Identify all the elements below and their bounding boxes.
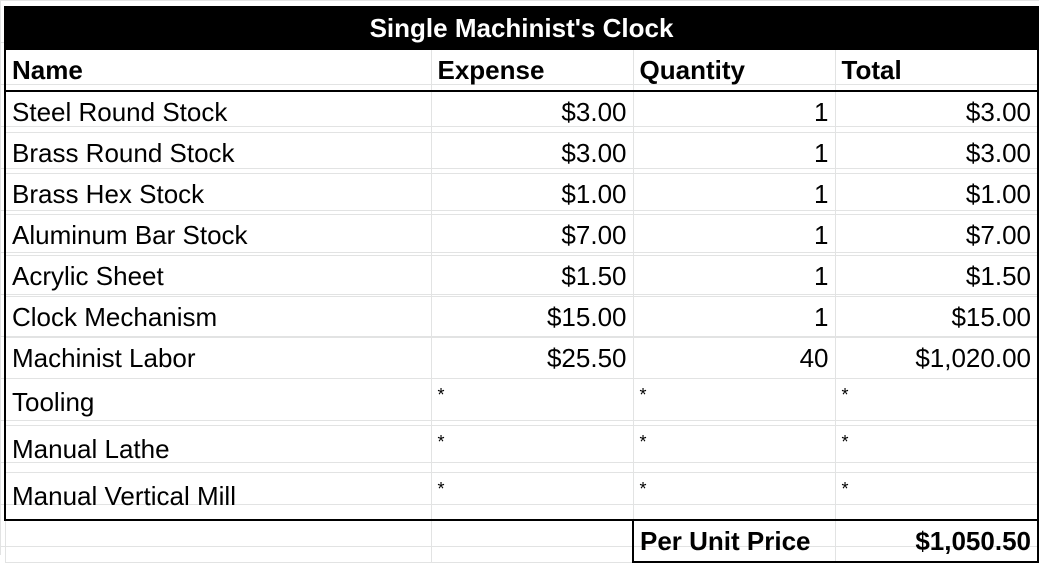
table-row: Aluminum Bar Stock $7.00 1 $7.00: [4, 214, 1039, 256]
cell-total[interactable]: $3.00: [834, 90, 1039, 133]
table-title[interactable]: Single Machinist's Clock: [4, 6, 1039, 50]
cell-expense[interactable]: $15.00: [430, 296, 634, 338]
cell-name[interactable]: Manual Lathe: [4, 425, 432, 473]
table-row: Steel Round Stock $3.00 1 $3.00: [4, 90, 1039, 133]
cell-expense[interactable]: $3.00: [430, 90, 634, 133]
cell-quantity[interactable]: *: [632, 425, 836, 473]
cell-expense[interactable]: $3.00: [430, 132, 634, 174]
cell-quantity[interactable]: 1: [632, 214, 836, 256]
cell-name[interactable]: Aluminum Bar Stock: [4, 214, 432, 256]
header-row: Name Expense Quantity Total: [4, 48, 1039, 92]
cell-quantity[interactable]: 40: [632, 337, 836, 379]
table-row: Brass Round Stock $3.00 1 $3.00: [4, 132, 1039, 174]
header-total[interactable]: Total: [834, 48, 1039, 92]
cell-quantity[interactable]: *: [632, 378, 836, 426]
empty-cell[interactable]: [430, 519, 634, 563]
cell-total[interactable]: $3.00: [834, 132, 1039, 174]
cell-quantity[interactable]: 1: [632, 132, 836, 174]
cell-expense[interactable]: *: [430, 472, 634, 521]
cell-name[interactable]: Acrylic Sheet: [4, 255, 432, 297]
table-row: Machinist Labor $25.50 40 $1,020.00: [4, 337, 1039, 379]
title-row: Single Machinist's Clock: [4, 6, 1039, 50]
cost-table: Single Machinist's Clock Name Expense Qu…: [4, 6, 1039, 563]
cell-quantity[interactable]: 1: [632, 255, 836, 297]
cell-name[interactable]: Brass Round Stock: [4, 132, 432, 174]
cell-name[interactable]: Tooling: [4, 378, 432, 426]
cell-name[interactable]: Brass Hex Stock: [4, 173, 432, 215]
cell-expense[interactable]: $25.50: [430, 337, 634, 379]
cell-total[interactable]: $1.00: [834, 173, 1039, 215]
cell-name[interactable]: Machinist Labor: [4, 337, 432, 379]
cell-expense[interactable]: $1.50: [430, 255, 634, 297]
cell-total[interactable]: *: [834, 472, 1039, 521]
per-unit-price-value[interactable]: $1,050.50: [834, 519, 1039, 563]
table-row: Acrylic Sheet $1.50 1 $1.50: [4, 255, 1039, 297]
cell-total[interactable]: $1.50: [834, 255, 1039, 297]
per-unit-price-label[interactable]: Per Unit Price: [632, 519, 836, 563]
cell-quantity[interactable]: 1: [632, 90, 836, 133]
cell-total[interactable]: *: [834, 378, 1039, 426]
header-name[interactable]: Name: [4, 48, 432, 92]
cell-total[interactable]: $15.00: [834, 296, 1039, 338]
cell-expense[interactable]: $1.00: [430, 173, 634, 215]
cell-expense[interactable]: *: [430, 425, 634, 473]
cell-quantity[interactable]: 1: [632, 173, 836, 215]
cell-expense[interactable]: $7.00: [430, 214, 634, 256]
empty-cell[interactable]: [4, 519, 432, 563]
summary-row: Per Unit Price $1,050.50: [4, 519, 1039, 563]
table-row: Manual Lathe * * *: [4, 425, 1039, 473]
header-expense[interactable]: Expense: [430, 48, 634, 92]
cell-quantity[interactable]: *: [632, 472, 836, 521]
cell-total[interactable]: $1,020.00: [834, 337, 1039, 379]
cell-total[interactable]: $7.00: [834, 214, 1039, 256]
cell-name[interactable]: Manual Vertical Mill: [4, 472, 432, 521]
cell-expense[interactable]: *: [430, 378, 634, 426]
cell-name[interactable]: Steel Round Stock: [4, 90, 432, 133]
cell-quantity[interactable]: 1: [632, 296, 836, 338]
table-row: Clock Mechanism $15.00 1 $15.00: [4, 296, 1039, 338]
table-row: Tooling * * *: [4, 378, 1039, 426]
cell-name[interactable]: Clock Mechanism: [4, 296, 432, 338]
table-row: Manual Vertical Mill * * *: [4, 472, 1039, 521]
header-quantity[interactable]: Quantity: [632, 48, 836, 92]
table-row: Brass Hex Stock $1.00 1 $1.00: [4, 173, 1039, 215]
cell-total[interactable]: *: [834, 425, 1039, 473]
